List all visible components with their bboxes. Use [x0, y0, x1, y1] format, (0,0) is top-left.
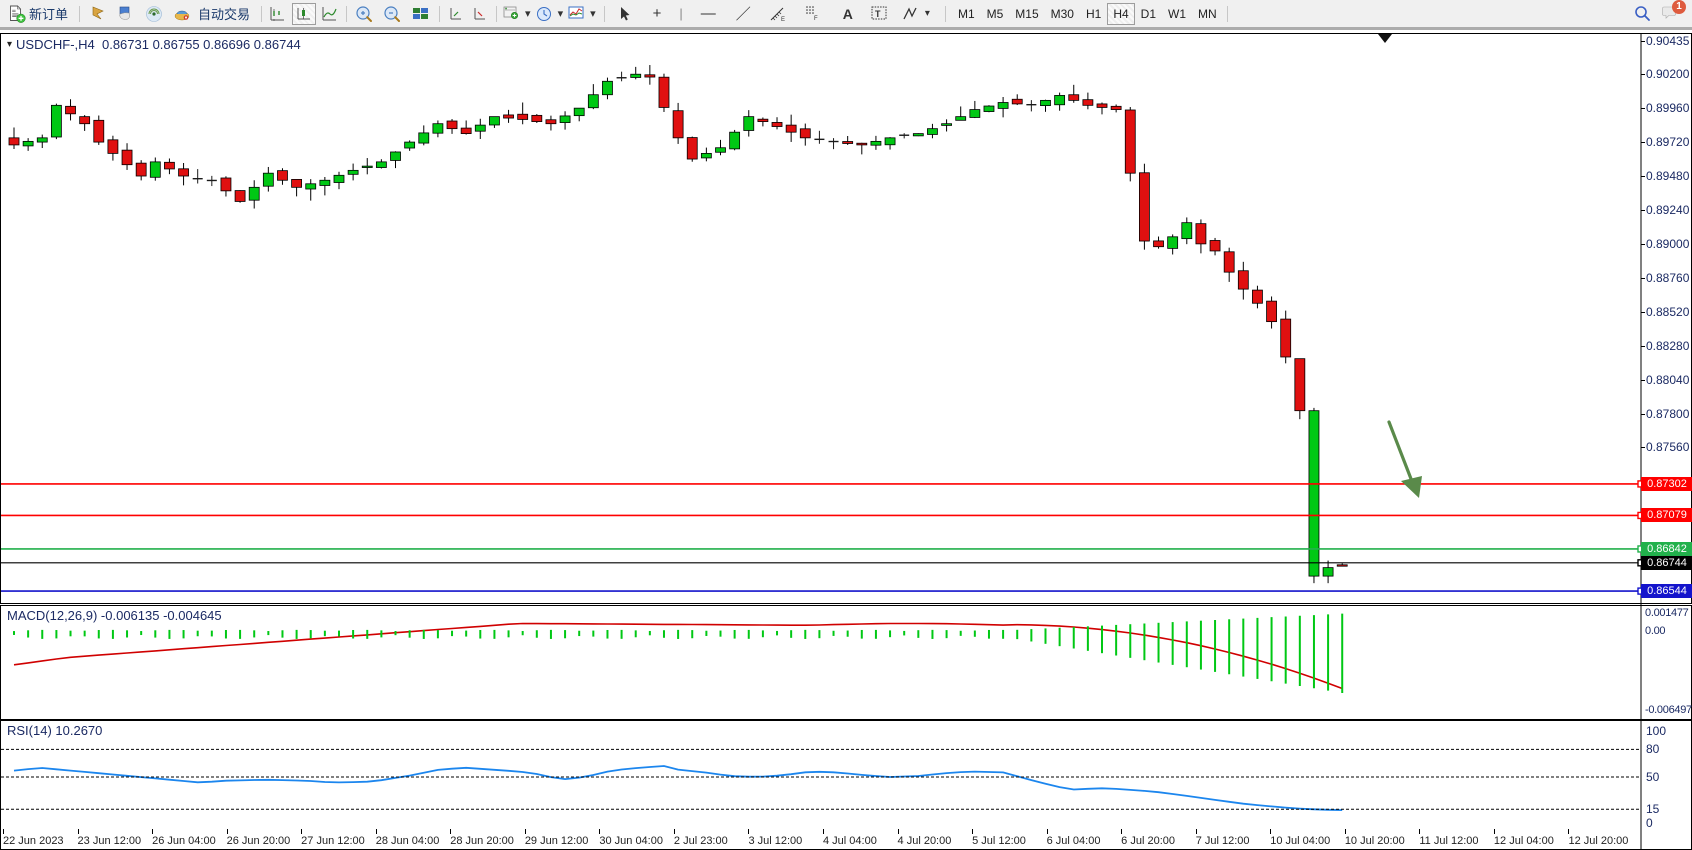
svg-text:T: T: [875, 9, 881, 19]
svg-text:F: F: [814, 16, 818, 22]
svg-text:E: E: [781, 17, 785, 23]
